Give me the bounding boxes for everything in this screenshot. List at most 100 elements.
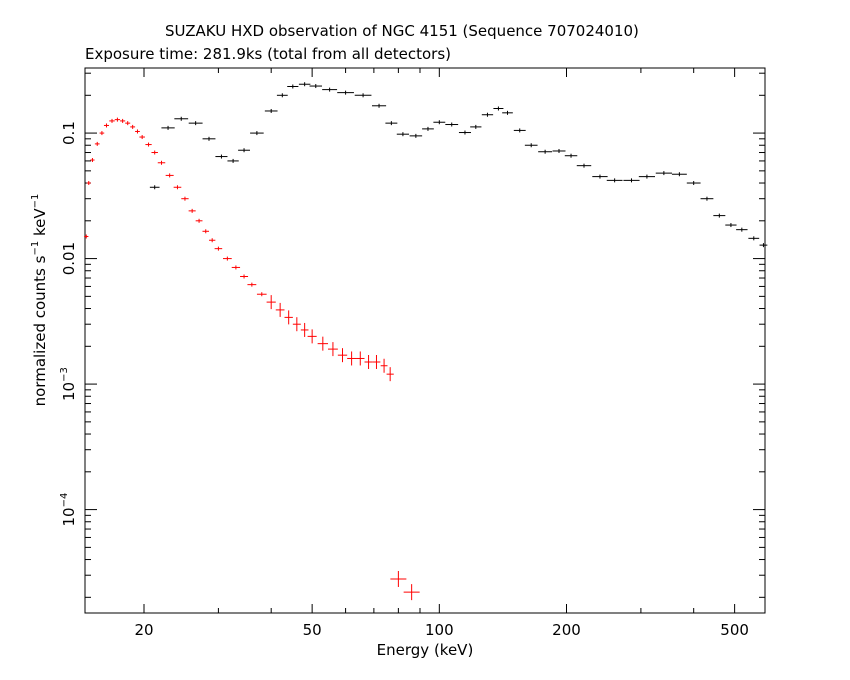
data-point bbox=[371, 103, 387, 108]
data-point bbox=[90, 158, 95, 163]
data-point bbox=[250, 131, 264, 136]
data-point bbox=[161, 125, 175, 130]
data-point bbox=[322, 87, 338, 92]
data-point bbox=[380, 358, 388, 373]
y-tick-label-base: 10 bbox=[60, 507, 78, 526]
data-point bbox=[364, 354, 373, 369]
data-point bbox=[606, 178, 623, 183]
data-point bbox=[748, 236, 760, 241]
data-point bbox=[84, 234, 89, 239]
y-axis-label: normalized counts s−1 keV−1 bbox=[30, 194, 49, 407]
data-point bbox=[671, 172, 687, 177]
data-point bbox=[109, 118, 115, 123]
data-point bbox=[372, 354, 381, 369]
data-point bbox=[188, 208, 196, 213]
data-point bbox=[445, 122, 459, 127]
data-point bbox=[458, 130, 471, 135]
y-axis-label-mid: keV bbox=[31, 208, 49, 241]
data-point bbox=[120, 118, 126, 123]
y-tick-label-exp: −3 bbox=[59, 367, 70, 382]
data-point bbox=[337, 348, 348, 363]
data-point bbox=[564, 153, 578, 158]
data-point bbox=[174, 116, 189, 121]
data-point bbox=[238, 148, 250, 153]
data-point bbox=[736, 227, 748, 232]
y-axis-label-exp2: −1 bbox=[30, 194, 41, 209]
data-point bbox=[300, 322, 309, 337]
data-point bbox=[157, 160, 166, 165]
y-tick-label-exp: −4 bbox=[59, 493, 70, 508]
data-point bbox=[215, 154, 228, 159]
data-point bbox=[307, 329, 317, 344]
data-point bbox=[149, 185, 160, 190]
data-point bbox=[103, 123, 109, 128]
data-point bbox=[125, 121, 131, 126]
data-point bbox=[309, 84, 323, 89]
x-tick-label: 20 bbox=[134, 621, 153, 639]
data-point bbox=[231, 265, 241, 270]
data-point bbox=[538, 149, 553, 154]
data-point bbox=[390, 570, 407, 587]
data-point bbox=[181, 196, 189, 201]
data-point bbox=[592, 174, 608, 179]
data-point bbox=[151, 150, 158, 155]
data-point bbox=[173, 185, 182, 190]
data-point bbox=[700, 196, 714, 201]
data-point bbox=[94, 141, 100, 146]
data-point bbox=[470, 124, 482, 129]
data-point bbox=[165, 173, 174, 178]
data-point bbox=[114, 117, 121, 122]
data-point bbox=[552, 148, 566, 153]
x-axis-label: Energy (keV) bbox=[377, 641, 474, 659]
data-point bbox=[713, 213, 726, 218]
data-series bbox=[84, 82, 768, 601]
data-point bbox=[686, 181, 701, 186]
data-point bbox=[139, 135, 145, 140]
data-point bbox=[524, 143, 538, 148]
data-point bbox=[86, 181, 91, 186]
data-point bbox=[328, 342, 338, 357]
series-1 bbox=[149, 82, 768, 248]
data-point bbox=[409, 133, 423, 138]
data-point bbox=[275, 302, 285, 317]
y-axis-label-base: normalized counts s bbox=[31, 255, 49, 406]
data-point bbox=[481, 112, 494, 117]
data-point bbox=[502, 110, 513, 115]
data-point bbox=[188, 121, 203, 126]
data-point bbox=[240, 274, 249, 279]
data-point bbox=[264, 108, 278, 113]
data-point bbox=[298, 82, 311, 87]
series-0 bbox=[84, 117, 420, 601]
chart-subtitle: Exposure time: 281.9ks (total from all d… bbox=[85, 45, 452, 63]
data-point bbox=[214, 246, 223, 251]
data-point bbox=[317, 336, 329, 351]
data-point bbox=[337, 90, 354, 95]
data-point bbox=[403, 584, 420, 601]
x-tick-label: 100 bbox=[425, 621, 454, 639]
y-tick-label: 0.1 bbox=[60, 121, 78, 145]
data-point bbox=[433, 120, 446, 125]
data-point bbox=[493, 106, 504, 111]
data-point bbox=[99, 131, 105, 136]
data-point bbox=[759, 243, 768, 248]
data-point bbox=[356, 351, 365, 366]
data-point bbox=[202, 229, 210, 234]
data-point bbox=[135, 129, 140, 134]
data-point bbox=[222, 256, 232, 261]
data-point bbox=[247, 282, 257, 287]
x-tick-label: 500 bbox=[720, 621, 749, 639]
plot-frame bbox=[84, 67, 766, 614]
chart-title: SUZAKU HXD observation of NGC 4151 (Sequ… bbox=[165, 22, 639, 40]
data-point bbox=[209, 238, 216, 243]
data-point bbox=[284, 310, 293, 325]
data-point bbox=[145, 142, 152, 147]
x-tick-label: 200 bbox=[552, 621, 581, 639]
axis-ticks bbox=[85, 68, 765, 613]
data-point bbox=[422, 126, 434, 131]
data-point bbox=[202, 136, 216, 141]
x-tick-label: 50 bbox=[303, 621, 322, 639]
data-point bbox=[354, 93, 372, 98]
data-point bbox=[130, 124, 136, 129]
